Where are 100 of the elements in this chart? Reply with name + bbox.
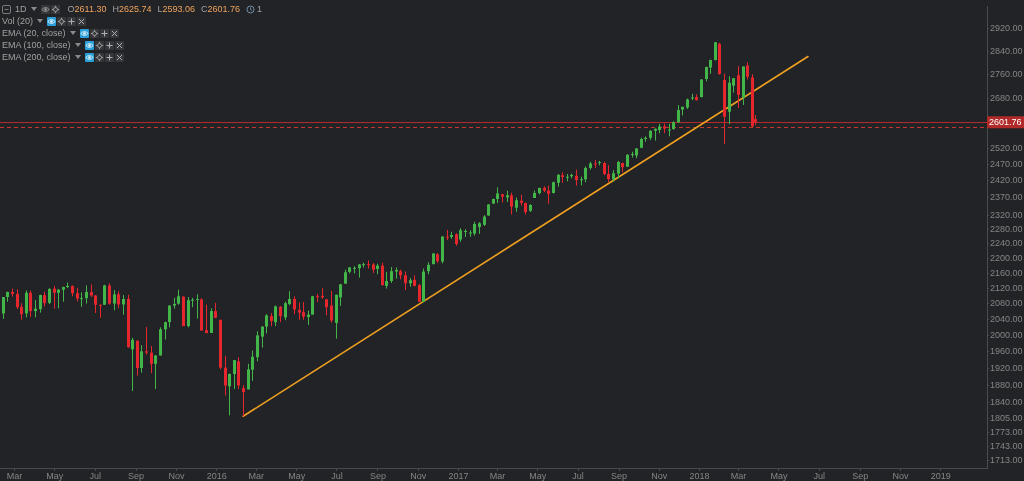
x-tick-label: 2016 (206, 470, 227, 481)
y-tick-label: 1713.00 (990, 455, 1023, 466)
x-tick-label: Mar (489, 470, 506, 481)
x-tick-label: May (46, 470, 64, 481)
candlestick (2, 296, 5, 320)
candlestick (256, 330, 259, 362)
x-tick-label: Sep (128, 470, 145, 481)
y-tick-label: 2000.00 (990, 329, 1023, 340)
y-tick-label: 2120.00 (990, 282, 1023, 293)
candlestick (330, 290, 333, 324)
candlestick (16, 288, 19, 310)
y-tick-label: 1880.00 (990, 380, 1023, 390)
y-tick-label: 2200.00 (990, 252, 1023, 263)
candlestick (446, 229, 449, 241)
candlestick (547, 185, 550, 205)
annotation: C2601.76 (201, 4, 241, 14)
candlestick (510, 192, 513, 215)
y-tick-label: 2760.00 (990, 68, 1023, 79)
y-tick-label: 2370.00 (990, 192, 1023, 203)
x-tick-label: 2018 (689, 470, 710, 481)
annotation: Vol (20) (2, 15, 34, 27)
ref-line-label: 2601.76 (989, 117, 1022, 128)
annotation: 1 (257, 3, 263, 15)
candlestick (404, 271, 407, 291)
candlestick (57, 288, 60, 309)
annotation: L2593.06 (157, 4, 196, 14)
candlestick (233, 359, 236, 390)
candlestick (25, 289, 28, 318)
candlestick (654, 127, 657, 141)
annotation: EMA (100, close) (2, 39, 71, 51)
x-tick-label: Nov (410, 470, 427, 481)
candlestick (108, 282, 111, 306)
y-tick-label: 2520.00 (990, 142, 1023, 153)
y-tick-label: 1805.00 (990, 412, 1023, 423)
y-tick-label: 2320.00 (990, 209, 1023, 220)
y-tick-label: 2040.00 (990, 313, 1023, 324)
y-tick-label: 2420.00 (990, 175, 1023, 186)
candlestick (265, 313, 268, 334)
y-tick-label: 1920.00 (990, 362, 1023, 373)
annotation: O2611.30 (67, 4, 107, 14)
candlestick (242, 384, 245, 417)
annotation: EMA (20, close) (2, 27, 66, 39)
x-tick-label: 2019 (930, 470, 951, 481)
x-tick-label: Jul (89, 470, 101, 481)
y-tick-label: 2920.00 (990, 23, 1023, 34)
annotation: H2625.74 (112, 4, 152, 14)
candlestick (85, 285, 88, 305)
y-tick-label: 2240.00 (990, 238, 1023, 249)
candlestick (210, 307, 213, 334)
candlestick (103, 284, 106, 306)
candlestick (224, 355, 227, 396)
candlestick (737, 65, 740, 109)
candlestick (284, 301, 287, 321)
x-tick-label: Jul (331, 470, 343, 481)
x-tick-label: May (529, 470, 547, 481)
candlestick (228, 373, 231, 416)
candlestick (367, 259, 370, 270)
candlestick (196, 293, 199, 320)
x-tick-label: Sep (611, 470, 628, 481)
chart-title: 1D (15, 3, 27, 15)
x-tick-label: Mar (730, 470, 747, 481)
y-tick-label: 1743.00 (990, 441, 1023, 452)
candlestick (154, 354, 157, 390)
candlestick (53, 285, 56, 310)
x-tick-label: Mar (248, 470, 265, 481)
candlestick (122, 294, 125, 316)
candlestick (131, 337, 134, 392)
candlestick (80, 291, 83, 308)
y-tick-label: 2080.00 (990, 298, 1023, 309)
x-tick-label: Nov (892, 470, 909, 481)
y-tick-label: 1840.00 (990, 397, 1023, 408)
y-tick-label: 2160.00 (990, 267, 1023, 278)
x-tick-label: Sep (369, 470, 386, 481)
candlestick (205, 304, 208, 334)
y-tick-label: 1960.00 (990, 346, 1023, 357)
x-tick-label: 2017 (448, 470, 469, 481)
y-tick-label: 1773.00 (990, 427, 1023, 438)
candlestick (113, 289, 116, 311)
candlestick (145, 326, 148, 356)
candlestick (140, 344, 143, 374)
x-tick-label: Sep (852, 470, 869, 481)
x-tick-label: Nov (651, 470, 668, 481)
candlestick (561, 171, 564, 184)
x-tick-label: Mar (6, 470, 23, 481)
y-tick-label: 2280.00 (990, 223, 1023, 234)
candlestick (381, 262, 384, 287)
y-tick-label: 2470.00 (990, 158, 1023, 169)
x-tick-label: May (288, 470, 306, 481)
x-tick-label: Jul (572, 470, 584, 481)
y-tick-label: 2840.00 (990, 45, 1023, 56)
x-tick-label: Jul (813, 470, 825, 481)
candlestick (395, 266, 398, 280)
candlestick (168, 304, 171, 328)
y-tick-label: 2680.00 (990, 92, 1023, 103)
annotation: EMA (200, close) (2, 51, 71, 63)
candlestick (150, 345, 153, 374)
candlestick (29, 289, 32, 318)
x-tick-label: Nov (168, 470, 185, 481)
candlestick (99, 303, 102, 319)
x-tick-label: May (770, 470, 788, 481)
